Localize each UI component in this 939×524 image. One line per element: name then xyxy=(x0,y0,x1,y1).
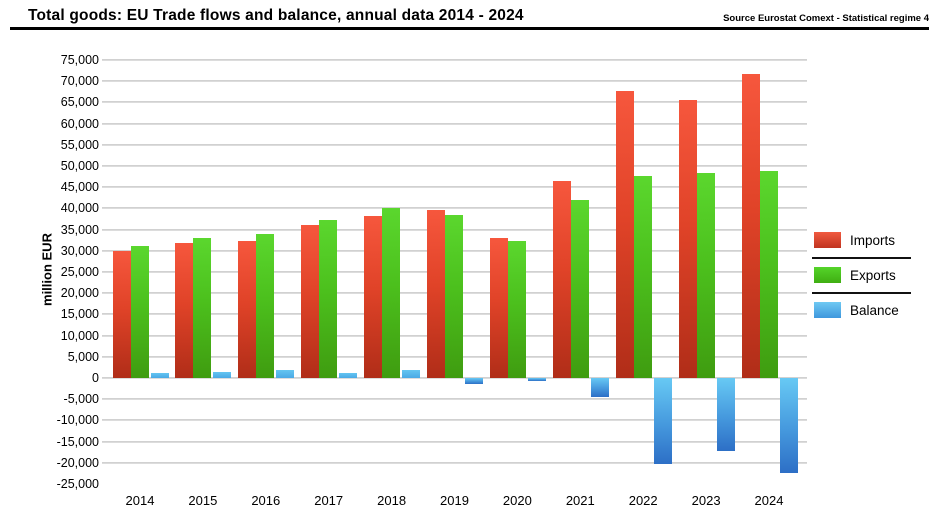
y-tick-label: 35,000 xyxy=(60,222,99,237)
bar-balance-2023 xyxy=(716,378,735,451)
legend-label-exports: Exports xyxy=(850,267,896,283)
y-tick-label: 25,000 xyxy=(60,265,99,279)
bar-exports-2024 xyxy=(759,170,778,378)
bar-imports-2016 xyxy=(238,241,257,378)
bar-exports-2023 xyxy=(696,172,715,378)
y-tick-label: 20,000 xyxy=(60,286,99,301)
source-note: Source Eurostat Comext - Statistical reg… xyxy=(723,13,929,24)
bar-imports-2017 xyxy=(301,224,320,378)
y-tick-label: 75,000 xyxy=(60,53,99,67)
imports-swatch-icon xyxy=(814,232,841,248)
y-tick-label: 65,000 xyxy=(60,95,99,110)
gridline xyxy=(102,377,807,379)
x-tick-label: 2016 xyxy=(251,493,281,508)
bar-balance-2020 xyxy=(527,378,546,382)
y-tick-label: 40,000 xyxy=(60,201,99,216)
plot-area xyxy=(102,59,807,484)
bar-balance-2015 xyxy=(213,372,232,378)
title-underline-rule xyxy=(10,27,929,30)
x-tick-label: 2015 xyxy=(188,493,218,508)
page-title: Total goods: EU Trade flows and balance,… xyxy=(28,7,524,24)
y-tick-label: 60,000 xyxy=(60,116,99,131)
gridline xyxy=(102,440,807,443)
y-tick-label: 70,000 xyxy=(60,74,99,89)
exports-swatch-icon xyxy=(814,267,841,283)
legend-entry-exports: Exports xyxy=(812,259,911,294)
bar-imports-2021 xyxy=(552,181,571,378)
bar-balance-2021 xyxy=(590,378,609,397)
balance-swatch-icon xyxy=(814,302,841,318)
y-tick-label: 15,000 xyxy=(60,307,99,322)
bar-exports-2016 xyxy=(256,233,275,378)
y-tick-label: -20,000 xyxy=(56,455,99,470)
bar-exports-2019 xyxy=(445,215,463,378)
bar-exports-2020 xyxy=(507,241,526,378)
bar-balance-2017 xyxy=(339,372,358,378)
gridline xyxy=(102,419,807,422)
gridline xyxy=(102,398,807,401)
x-tick-label: 2020 xyxy=(502,493,532,508)
legend-label-balance: Balance xyxy=(850,302,899,318)
x-tick-label: 2022 xyxy=(628,493,658,508)
x-tick-label: 2017 xyxy=(314,493,344,508)
y-tick-label: 45,000 xyxy=(60,180,99,195)
y-tick-label: -5,000 xyxy=(63,392,99,407)
legend: Imports Exports Balance xyxy=(812,224,911,327)
x-tick-label: 2014 xyxy=(125,493,155,508)
bar-exports-2022 xyxy=(633,176,652,378)
legend-entry-imports: Imports xyxy=(812,224,911,259)
gridline xyxy=(102,186,807,189)
bar-imports-2023 xyxy=(678,99,697,378)
y-tick-label: -25,000 xyxy=(56,477,99,491)
x-tick-label: 2021 xyxy=(565,493,595,508)
gridline xyxy=(102,207,807,210)
y-tick-label: 0 xyxy=(92,371,99,385)
bar-balance-2018 xyxy=(402,369,421,378)
bar-exports-2017 xyxy=(319,220,338,378)
y-tick-label: -15,000 xyxy=(56,434,99,449)
x-tick-label: 2018 xyxy=(377,493,407,508)
x-tick-label: 2019 xyxy=(440,493,469,508)
bar-exports-2018 xyxy=(382,207,401,378)
bar-imports-2022 xyxy=(615,90,634,378)
bar-imports-2020 xyxy=(489,238,508,378)
gridline xyxy=(102,122,807,125)
legend-label-imports: Imports xyxy=(850,232,896,248)
x-tick-label: 2023 xyxy=(691,493,721,508)
gridline xyxy=(102,59,807,61)
gridline xyxy=(102,101,807,104)
y-tick-label: 5,000 xyxy=(67,349,99,364)
bar-exports-2014 xyxy=(130,246,149,378)
y-tick-label: -10,000 xyxy=(56,413,99,428)
bar-balance-2016 xyxy=(276,370,295,378)
y-tick-label: 10,000 xyxy=(60,328,99,343)
gridline xyxy=(102,143,807,146)
bar-imports-2015 xyxy=(175,243,194,378)
gridline xyxy=(102,80,807,83)
bar-balance-2022 xyxy=(653,378,672,464)
bar-exports-2015 xyxy=(193,238,212,378)
y-tick-label: 30,000 xyxy=(60,243,99,258)
y-tick-label: 55,000 xyxy=(60,137,99,152)
gridline xyxy=(102,461,807,464)
bar-exports-2021 xyxy=(570,200,589,378)
bar-imports-2019 xyxy=(427,210,445,378)
bar-imports-2014 xyxy=(112,250,131,378)
bar-imports-2018 xyxy=(364,216,383,378)
x-tick-label: 2024 xyxy=(754,493,784,508)
legend-entry-balance: Balance xyxy=(812,294,911,327)
bar-balance-2014 xyxy=(150,372,169,378)
bar-imports-2024 xyxy=(741,74,760,378)
gridline xyxy=(102,165,807,167)
bar-balance-2024 xyxy=(779,378,798,473)
y-tick-label: 50,000 xyxy=(60,159,99,173)
bar-balance-2019 xyxy=(465,378,483,384)
